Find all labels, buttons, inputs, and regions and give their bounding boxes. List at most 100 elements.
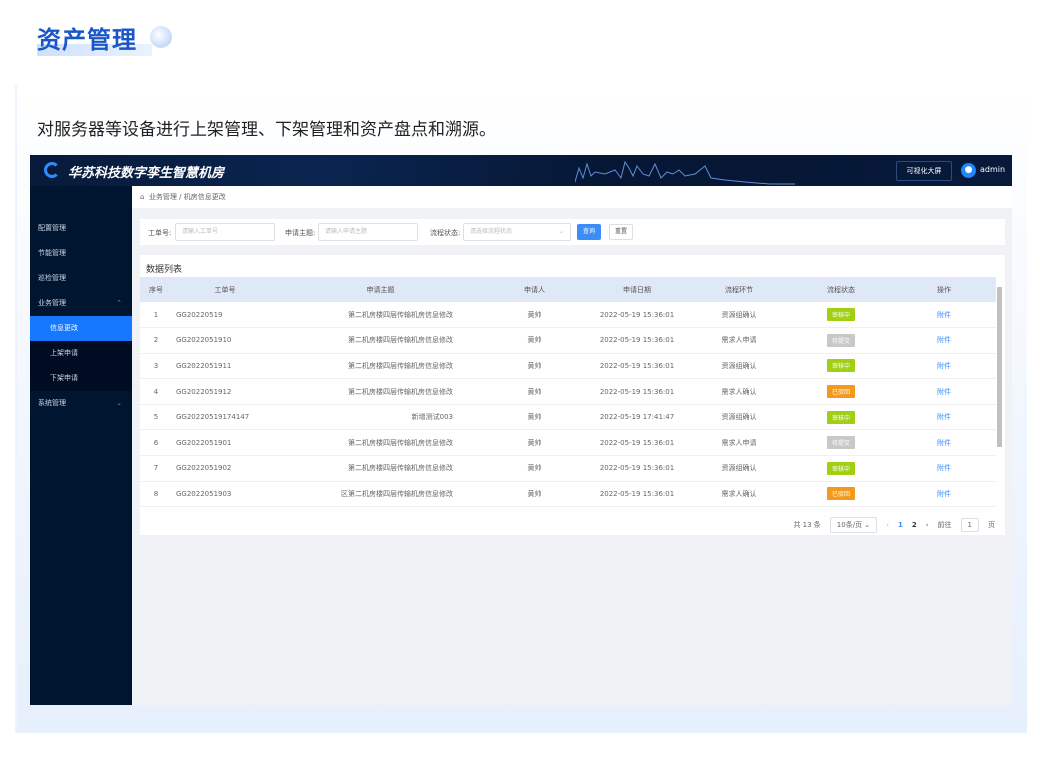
- list-title: 数据列表: [146, 265, 183, 275]
- cell-text: 2022-05-19 15:36:01: [599, 336, 675, 345]
- cell-no: 4: [140, 378, 172, 405]
- table-row: 8 GG2022051903 区第二机房楼四层传输机房信息修改 黄帅 2022-05-1…: [140, 481, 996, 508]
- cell-order: GG2022051902: [172, 455, 278, 482]
- sidebar-item[interactable]: 节能管理: [30, 241, 132, 266]
- cell-date: 2022-05-19 15:36:01: [586, 327, 688, 354]
- status-badge: 审核中: [826, 410, 855, 424]
- action-link[interactable]: 附件: [937, 489, 951, 498]
- page-1[interactable]: 1: [897, 521, 903, 529]
- sidebar-item[interactable]: 配置管理: [30, 216, 132, 241]
- action-link[interactable]: 附件: [937, 387, 951, 396]
- cell-stage: 需求人申请: [688, 327, 790, 354]
- cell-order: GG2022051903: [172, 481, 278, 508]
- sidebar: 配置管理 节能管理巡检管理业务管理 ⌃ 信息更改上架申请下架申请 系统管理 ⌄: [30, 186, 132, 705]
- user-name[interactable]: admin: [980, 165, 1006, 174]
- cell-applicant: 黄帅: [483, 429, 586, 457]
- status-placeholder: 请选择流程状态: [470, 228, 513, 235]
- cell-subject: 第二机房楼四层传输机房信息修改: [278, 429, 483, 457]
- cell-text: GG2022051901: [176, 438, 232, 447]
- page-size-select[interactable]: 10条/页 ⌄: [829, 517, 878, 533]
- order-input[interactable]: 请输入工单号: [175, 223, 275, 241]
- home-icon[interactable]: ⌂: [140, 193, 145, 201]
- sidebar-item[interactable]: 下架申请: [30, 366, 132, 391]
- order-label: 工单号:: [148, 229, 172, 237]
- cell-text: 第二机房楼四层传输机房信息修改: [348, 336, 453, 345]
- column-header: 申请人: [483, 277, 586, 302]
- cell-order: GG2022051901: [172, 429, 278, 457]
- column-header: 申请日期: [586, 277, 688, 302]
- action-link[interactable]: 附件: [937, 413, 951, 422]
- sidebar-item[interactable]: 巡检管理: [30, 266, 132, 291]
- cell-no: 8: [140, 481, 172, 508]
- user-avatar-icon[interactable]: ●: [961, 163, 976, 178]
- sidebar-item-label: 巡检管理: [38, 274, 66, 282]
- cell-text: 需求人申请: [721, 336, 757, 345]
- cell-stage: 需求人确认: [688, 481, 790, 508]
- cell-status: 已驳回: [790, 378, 892, 405]
- cell-order: GG2022051912: [172, 378, 278, 405]
- table-scrollbar[interactable]: [996, 282, 1002, 510]
- breadcrumb-text: 业务管理 / 机房信息更改: [148, 193, 226, 201]
- action-link[interactable]: 附件: [937, 438, 951, 447]
- sidebar-item[interactable]: 信息更改: [30, 316, 132, 341]
- cell-text: 2022-05-19 15:36:01: [599, 387, 675, 396]
- cell-no: 7: [140, 455, 172, 482]
- cell-date: 2022-05-19 15:36:01: [586, 455, 688, 482]
- cell-subject: 第二机房楼四层传输机房信息修改: [278, 455, 483, 482]
- reset-button[interactable]: 重置: [609, 224, 633, 240]
- cell-action: 附件: [892, 481, 996, 508]
- cell-text: 黄帅: [527, 464, 542, 473]
- cell-status: 已驳回: [790, 481, 892, 508]
- subject-input[interactable]: 请输入申请主题: [318, 223, 418, 241]
- cell-applicant: 黄帅: [483, 455, 586, 482]
- cell-stage: 资源组确认: [688, 353, 790, 380]
- prev-page-icon[interactable]: ‹: [886, 521, 889, 529]
- cell-status: 审核中: [790, 404, 892, 431]
- goto-input[interactable]: 1: [960, 518, 979, 532]
- cell-text: 2022-05-19 15:36:01: [599, 489, 675, 498]
- cell-text: GG2022051912: [176, 387, 232, 396]
- cell-text: GG2022051911: [176, 361, 232, 370]
- cell-text: 7: [153, 464, 159, 473]
- cell-date: 2022-05-19 15:36:01: [586, 481, 688, 508]
- table-row: 5 GG20220519174147 新增测试003 黄帅 2022-05-19 17:…: [140, 404, 996, 431]
- cell-stage: 需求人确认: [688, 378, 790, 405]
- sidebar-item[interactable]: 上架申请: [30, 341, 132, 366]
- action-link[interactable]: 附件: [937, 464, 951, 473]
- action-link[interactable]: 附件: [937, 361, 951, 370]
- sidebar-item-label: 业务管理: [38, 299, 66, 307]
- cell-order: GG2022051911: [172, 353, 278, 380]
- action-link[interactable]: 附件: [937, 310, 951, 319]
- cell-text: 需求人申请: [721, 438, 757, 447]
- cell-text: 资源组确认: [721, 464, 757, 473]
- action-link[interactable]: 附件: [937, 336, 951, 345]
- cell-status: 审核中: [790, 455, 892, 482]
- data-table: 序号 工单号 申请主题 申请人 申请日期 流程环节 流程状态 操作 1 GG20220519 第二…: [140, 277, 996, 508]
- big-screen-button[interactable]: 可视化大屏: [896, 161, 952, 181]
- status-select[interactable]: 请选择流程状态 ⌄: [463, 223, 571, 241]
- page-description: 对服务器等设备进行上架管理、下架管理和资产盘点和溯源。: [37, 120, 496, 140]
- sidebar-item[interactable]: 业务管理 ⌃: [30, 291, 132, 316]
- cell-applicant: 黄帅: [483, 481, 586, 508]
- cell-action: 附件: [892, 404, 996, 431]
- cell-text: GG20220519174147: [176, 413, 250, 422]
- skyline-decoration: [575, 160, 795, 185]
- next-page-icon[interactable]: ›: [925, 521, 929, 529]
- scrollbar-thumb[interactable]: [997, 287, 1002, 447]
- table-row: 4 GG2022051912 第二机房楼四层传输机房信息修改 黄帅 2022-05-19…: [140, 378, 996, 405]
- column-header: 申请主题: [278, 277, 483, 302]
- query-button[interactable]: 查询: [577, 224, 601, 240]
- sidebar-item-label: 上架申请: [50, 349, 78, 357]
- status-badge: 审核中: [826, 461, 855, 475]
- filter-bar: 工单号: 请输入工单号 申请主题: 请输入申请主题 流程状态: 请选择流程状态 ⌄…: [140, 219, 1005, 245]
- chevron-down-icon: ⌄: [116, 399, 122, 407]
- table-row: 1 GG20220519 第二机房楼四层传输机房信息修改 黄帅 2022-05-19 1…: [140, 302, 996, 329]
- pagination: 共 13 条 10条/页 ⌄ ‹ 1 2 › 前往 1 页: [793, 517, 995, 533]
- cell-text: 2022-05-19 15:36:01: [599, 361, 675, 370]
- cell-subject: 新增测试003: [278, 404, 483, 431]
- cell-text: 3: [153, 361, 159, 370]
- cell-date: 2022-05-19 15:36:01: [586, 302, 688, 329]
- sidebar-item[interactable]: 系统管理 ⌄: [30, 391, 132, 416]
- cell-status: 审核中: [790, 302, 892, 329]
- page-2[interactable]: 2: [911, 521, 917, 529]
